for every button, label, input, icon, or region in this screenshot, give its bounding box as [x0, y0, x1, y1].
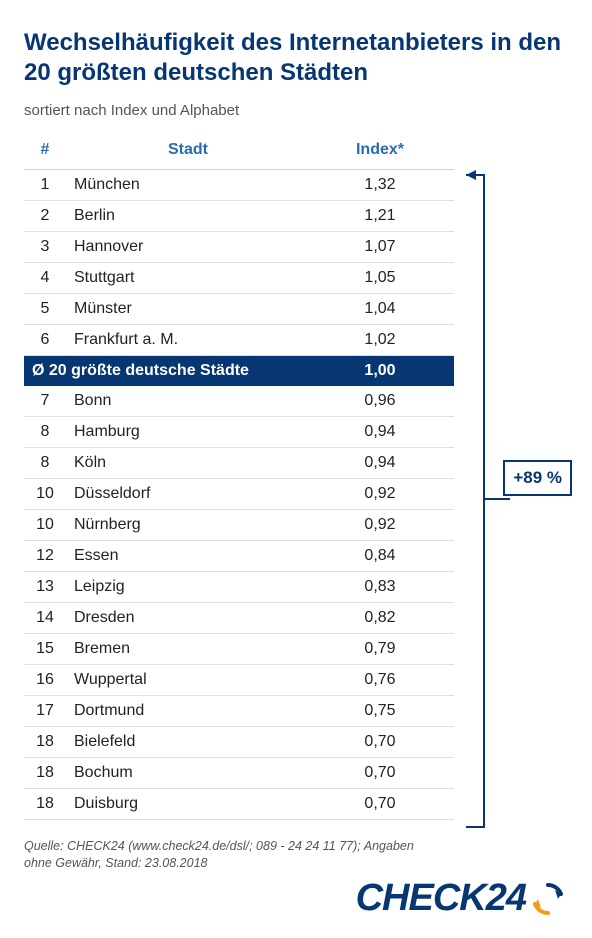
cell-index: 1,02 — [306, 325, 454, 356]
cell-rank: 18 — [24, 789, 66, 820]
cell-rank: 4 — [24, 263, 66, 294]
cell-city: Bielefeld — [66, 727, 306, 758]
cell-rank: 15 — [24, 634, 66, 665]
table-row: 1München1,32 — [24, 170, 454, 201]
cell-city: Hamburg — [66, 417, 306, 448]
cell-rank: 6 — [24, 325, 66, 356]
cell-city: Berlin — [66, 201, 306, 232]
cell-rank: 10 — [24, 510, 66, 541]
table-row: 18Bochum0,70 — [24, 758, 454, 789]
cell-city: Frankfurt a. M. — [66, 325, 306, 356]
cell-index: 0,83 — [306, 572, 454, 603]
page-title: Wechselhäufigkeit des Internetanbieters … — [24, 28, 568, 88]
cell-city: Ø 20 größte deutsche Städte — [24, 356, 306, 387]
subtitle: sortiert nach Index und Alphabet — [24, 102, 568, 119]
table-row: 6Frankfurt a. M.1,02 — [24, 325, 454, 356]
cell-rank: 13 — [24, 572, 66, 603]
cell-city: Duisburg — [66, 789, 306, 820]
cell-index: 0,82 — [306, 603, 454, 634]
cell-rank: 3 — [24, 232, 66, 263]
percent-badge: +89 % — [503, 460, 572, 496]
cell-index: 0,75 — [306, 696, 454, 727]
cell-city: Dresden — [66, 603, 306, 634]
cell-rank: 14 — [24, 603, 66, 634]
col-header-city: Stadt — [66, 135, 306, 170]
table-row: 5Münster1,04 — [24, 294, 454, 325]
table-row: 12Essen0,84 — [24, 541, 454, 572]
cell-rank: 17 — [24, 696, 66, 727]
table-row: 7Bonn0,96 — [24, 386, 454, 417]
table-row: 14Dresden0,82 — [24, 603, 454, 634]
cell-rank: 1 — [24, 170, 66, 201]
cell-city: Bremen — [66, 634, 306, 665]
col-header-rank: # — [24, 135, 66, 170]
cell-index: 0,70 — [306, 758, 454, 789]
cell-rank: 10 — [24, 479, 66, 510]
table-row: 8Köln0,94 — [24, 448, 454, 479]
table-row: 2Berlin1,21 — [24, 201, 454, 232]
range-bracket — [466, 171, 526, 837]
cell-city: Bochum — [66, 758, 306, 789]
cell-city: Hannover — [66, 232, 306, 263]
cell-index: 0,94 — [306, 417, 454, 448]
cell-index: 0,79 — [306, 634, 454, 665]
cell-rank: 8 — [24, 417, 66, 448]
cell-rank: 7 — [24, 386, 66, 417]
table-row: 18Bielefeld0,70 — [24, 727, 454, 758]
refresh-arrows-icon — [528, 879, 568, 919]
cell-city: Essen — [66, 541, 306, 572]
cell-city: Köln — [66, 448, 306, 479]
cell-index: 1,21 — [306, 201, 454, 232]
city-index-table: # Stadt Index* 1München1,322Berlin1,213H… — [24, 135, 454, 820]
logo-text-24: 24 — [486, 877, 526, 919]
cell-city: Düsseldorf — [66, 479, 306, 510]
cell-index: 1,00 — [306, 356, 454, 387]
cell-city: Bonn — [66, 386, 306, 417]
table-row: Ø 20 größte deutsche Städte1,00 — [24, 356, 454, 387]
cell-index: 0,94 — [306, 448, 454, 479]
table-row: 18Duisburg0,70 — [24, 789, 454, 820]
cell-index: 1,07 — [306, 232, 454, 263]
cell-index: 0,92 — [306, 479, 454, 510]
table-row: 3Hannover1,07 — [24, 232, 454, 263]
cell-index: 1,32 — [306, 170, 454, 201]
cell-city: Nürnberg — [66, 510, 306, 541]
cell-index: 0,76 — [306, 665, 454, 696]
cell-city: München — [66, 170, 306, 201]
cell-index: 0,92 — [306, 510, 454, 541]
cell-index: 0,70 — [306, 789, 454, 820]
table-row: 8Hamburg0,94 — [24, 417, 454, 448]
table-row: 10Düsseldorf0,92 — [24, 479, 454, 510]
cell-index: 0,96 — [306, 386, 454, 417]
cell-rank: 5 — [24, 294, 66, 325]
table-row: 10Nürnberg0,92 — [24, 510, 454, 541]
cell-city: Leipzig — [66, 572, 306, 603]
cell-rank: 18 — [24, 727, 66, 758]
cell-city: Dortmund — [66, 696, 306, 727]
cell-rank: 12 — [24, 541, 66, 572]
cell-rank: 16 — [24, 665, 66, 696]
check24-logo: CHECK24 — [356, 877, 568, 920]
source-note: Quelle: CHECK24 (www.check24.de/dsl/; 08… — [24, 838, 444, 872]
cell-index: 0,84 — [306, 541, 454, 572]
cell-rank: 2 — [24, 201, 66, 232]
cell-index: 1,04 — [306, 294, 454, 325]
table-row: 17Dortmund0,75 — [24, 696, 454, 727]
cell-city: Stuttgart — [66, 263, 306, 294]
cell-index: 1,05 — [306, 263, 454, 294]
table-row: 13Leipzig0,83 — [24, 572, 454, 603]
col-header-index: Index* — [306, 135, 454, 170]
cell-rank: 18 — [24, 758, 66, 789]
cell-rank: 8 — [24, 448, 66, 479]
cell-index: 0,70 — [306, 727, 454, 758]
table-row: 4Stuttgart1,05 — [24, 263, 454, 294]
cell-city: Münster — [66, 294, 306, 325]
table-row: 16Wuppertal0,76 — [24, 665, 454, 696]
table-row: 15Bremen0,79 — [24, 634, 454, 665]
cell-city: Wuppertal — [66, 665, 306, 696]
logo-text-check: CHECK — [356, 877, 486, 919]
